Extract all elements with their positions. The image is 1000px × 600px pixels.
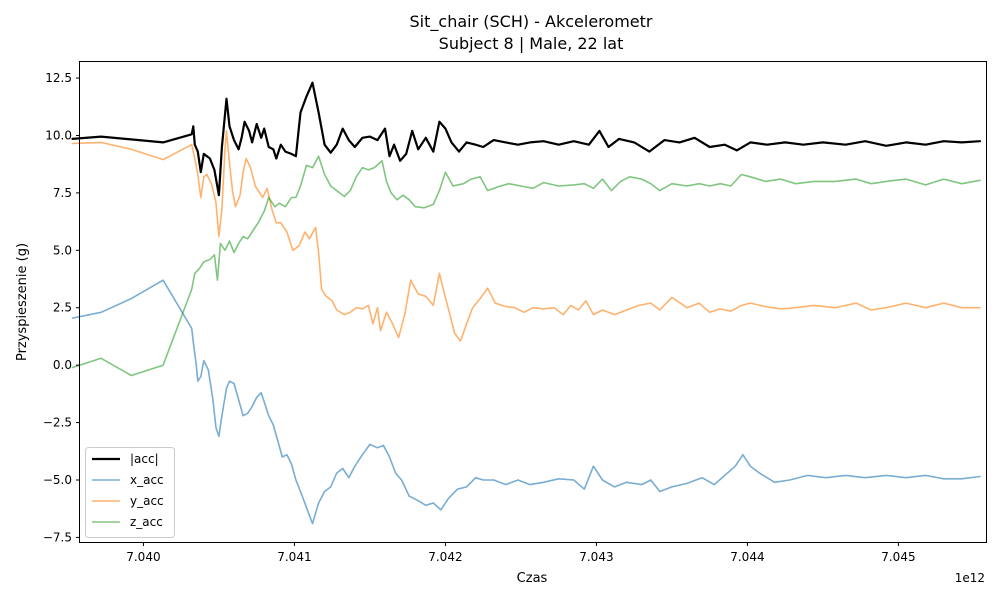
series-line-2 (71, 130, 981, 342)
y-tick-label: 2.5 (53, 301, 72, 315)
x-axis-label: Czas (517, 571, 548, 586)
y-axis: −7.5 −5.0 −2.5 0.0 2.5 5.0 7.5 10.0 12.5 (43, 71, 80, 544)
y-tick-label: 5.0 (53, 243, 72, 257)
x-tick-label: 7.040 (126, 550, 160, 564)
legend: |acc| x_acc y_acc z_acc (85, 447, 175, 538)
x-tick-label: 7.044 (730, 550, 764, 564)
legend-label: y_acc (130, 494, 164, 508)
x-tick-label: 7.043 (579, 550, 613, 564)
y-tick-label: −5.0 (43, 473, 72, 487)
legend-label: x_acc (130, 473, 164, 487)
chart-subtitle: Subject 8 | Male, 22 lat (439, 34, 624, 53)
series-line-1 (71, 279, 981, 525)
legend-box (85, 447, 175, 538)
series-line-0 (71, 81, 982, 197)
y-tick-label: 7.5 (53, 186, 72, 200)
x-tick-label: 7.042 (428, 550, 462, 564)
y-axis-label: Przyspieszenie (g) (15, 243, 30, 361)
chart-title: Sit_chair (SCH) - Akcelerometr (410, 12, 653, 32)
x-axis-offset-label: 1e12 (955, 571, 985, 585)
legend-label: z_acc (130, 515, 163, 529)
legend-label: |acc| (130, 452, 159, 466)
y-tick-label: 10.0 (45, 128, 72, 142)
x-axis: 7.040 7.041 7.042 7.043 7.044 7.045 (126, 542, 916, 564)
y-tick-label: 12.5 (45, 71, 72, 85)
x-tick-label: 7.041 (277, 550, 311, 564)
plot-area-frame (79, 61, 987, 543)
y-tick-label: 0.0 (53, 358, 72, 372)
series-layer (71, 81, 982, 525)
y-tick-label: −7.5 (43, 530, 72, 544)
x-tick-label: 7.045 (881, 550, 915, 564)
y-tick-label: −2.5 (43, 416, 72, 430)
series-line-3 (71, 155, 981, 377)
